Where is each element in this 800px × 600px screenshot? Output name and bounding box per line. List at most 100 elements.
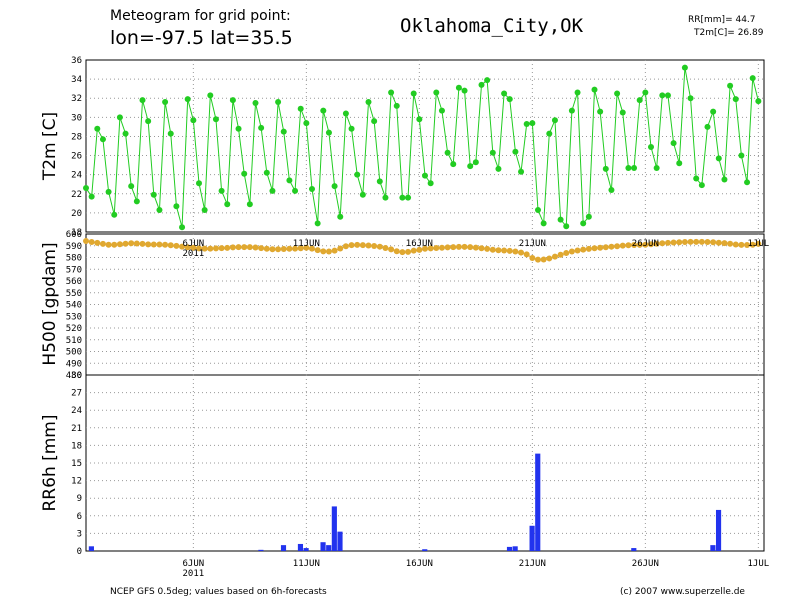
x-tick-label: 21JUN [519,559,546,569]
data-point [614,243,621,250]
y-tick-label: 550 [66,289,82,299]
data-point [280,246,287,253]
data-point [184,244,191,251]
y-tick-label: 26 [71,152,82,162]
data-point [744,242,751,249]
data-point [128,183,135,190]
data-point [535,207,541,214]
data-point [755,240,762,247]
data-point [546,255,553,262]
data-point [749,75,756,82]
data-point [648,241,654,248]
data-point [292,187,299,194]
t2m-panel-frame [85,59,765,233]
data-point [190,244,197,251]
data-point [704,238,711,245]
data-point [371,242,378,249]
y-tick-label: 520 [66,324,82,334]
data-point [523,251,530,258]
data-point [738,241,745,248]
data-point [280,128,287,135]
data-point [461,87,468,94]
data-point [461,243,468,250]
data-point [235,125,242,132]
data-point [484,245,491,252]
data-point [382,244,389,251]
y-tick-label: 490 [66,359,82,369]
data-point [388,89,395,96]
data-point [258,245,265,252]
data-point [727,82,734,89]
data-point [433,89,440,96]
x-tick-year: 2011 [183,249,205,259]
x-tick-label: 6JUN [183,559,205,569]
data-point [99,136,106,143]
rr-bar [506,546,513,551]
data-point [371,118,378,125]
data-point [625,242,632,249]
y-tick-label: 590 [66,242,82,252]
data-point [574,89,581,96]
y-tick-label: 30 [71,113,82,123]
data-point [309,245,315,252]
data-point [450,244,457,251]
rr-bar [337,531,343,551]
data-point [309,186,315,192]
data-point [580,220,587,227]
rr-bar [422,549,428,551]
x-tick-label: 16JUN [406,559,433,569]
data-point [179,224,186,231]
data-point [518,168,525,175]
data-point [292,245,299,252]
rr6h-bars [88,453,722,551]
data-point [376,178,383,185]
t2m-series [83,64,762,231]
data-point [642,89,649,96]
data-point [721,240,728,247]
data-point [269,187,276,194]
y-tick-label: 530 [66,312,82,322]
data-point [224,201,231,208]
data-point [715,239,722,246]
data-point [732,241,739,248]
data-point [331,247,338,254]
data-point [331,183,338,190]
data-point [376,243,383,250]
data-point [619,109,626,116]
x-tick-label: 11JUN [293,559,320,569]
data-point [393,248,400,255]
y-tick-label: 18 [71,441,82,451]
data-point [212,245,219,252]
data-point [184,96,191,103]
data-point [399,249,406,256]
data-point [337,245,344,252]
data-point [286,245,293,252]
data-point [348,125,355,132]
data-point [422,245,428,252]
series-line [85,67,759,228]
y-tick-label: 32 [71,94,82,104]
data-point [698,182,705,189]
data-point [150,191,157,198]
x-tick-label: 26JUN [632,559,659,569]
y-tick-label: 28 [71,132,82,142]
data-point [710,108,717,115]
y-tick-label: 15 [71,459,82,469]
data-point [354,241,361,248]
data-point [162,241,169,248]
data-point [297,245,304,252]
data-point [433,244,440,251]
data-point [156,207,163,214]
data-point [229,244,236,251]
data-point [207,92,214,99]
rr-bar [88,546,94,551]
data-point [286,177,293,184]
data-point [427,245,434,252]
data-point [619,242,626,249]
rr-bar [320,542,326,551]
rr-bar [280,545,287,551]
data-point [427,180,434,187]
data-point [167,242,174,249]
data-point [450,161,457,168]
data-point [495,165,502,172]
